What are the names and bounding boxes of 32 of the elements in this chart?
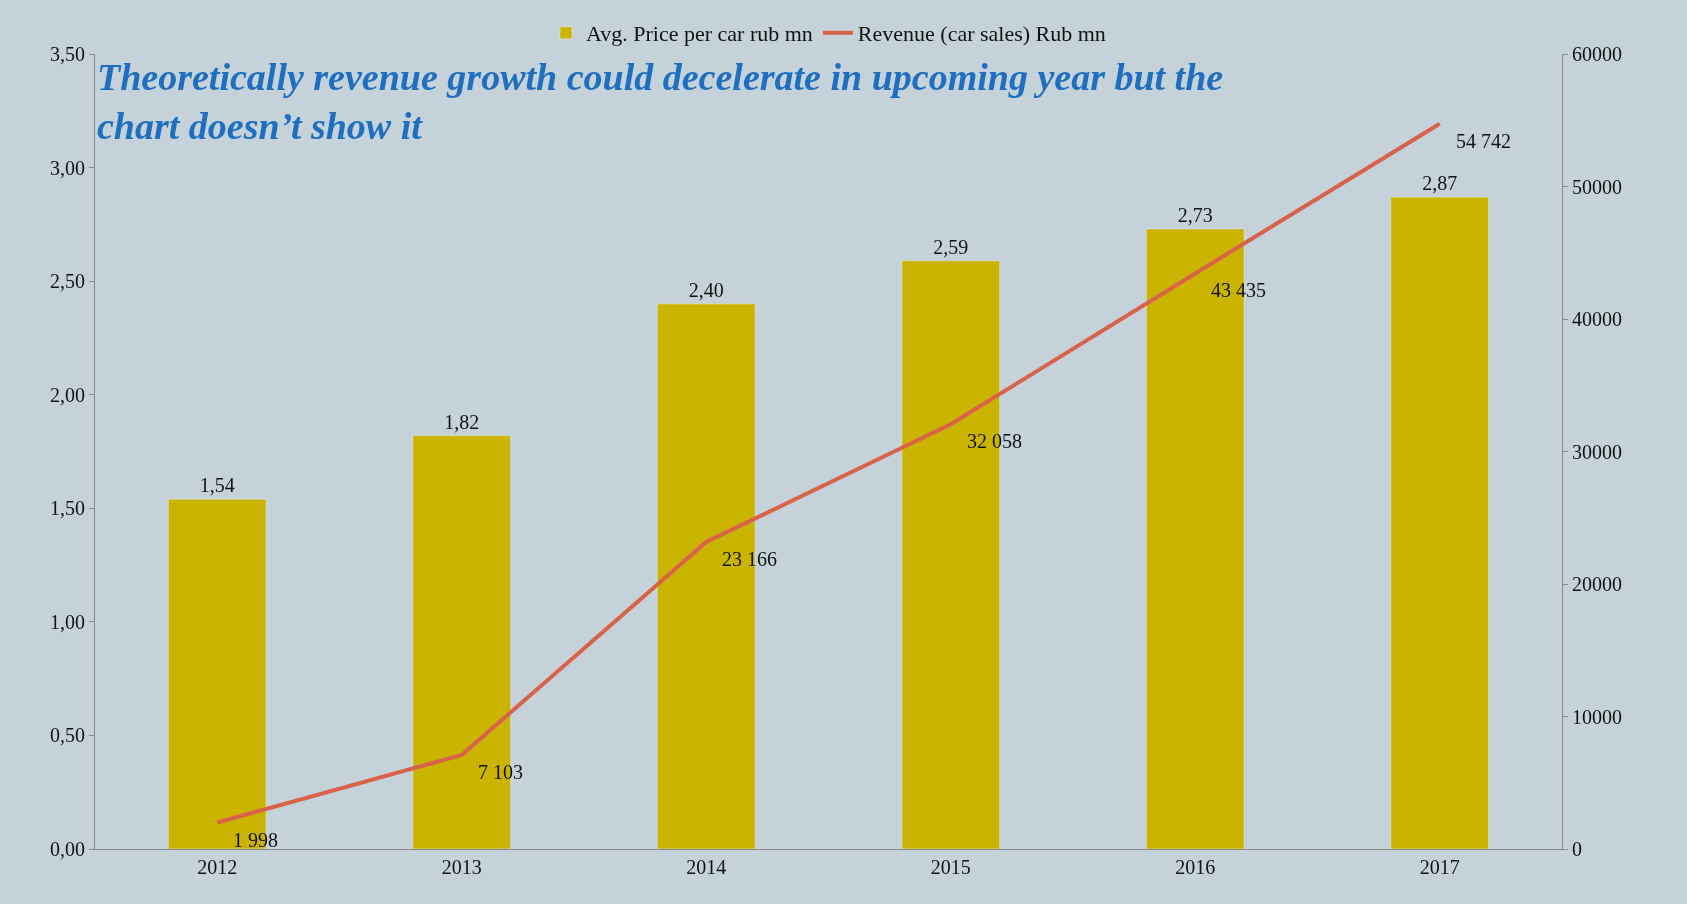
y2-tick-label: 60000 — [1572, 43, 1622, 65]
y-tick-label: 0,50 — [50, 724, 85, 747]
legend-label: Avg. Price per car rub mn — [586, 21, 813, 47]
y-tick-label: 3,00 — [50, 156, 85, 179]
y-tick-label: 3,50 — [50, 43, 85, 65]
x-tick-label: 2015 — [930, 856, 971, 878]
data-label: 54 742 — [1456, 130, 1511, 152]
legend-label: Revenue (car sales) Rub mn — [857, 21, 1106, 47]
data-label: 2,87 — [1422, 172, 1458, 195]
y2-tick-label: 40000 — [1572, 308, 1622, 330]
y2-tick-label: 0 — [1572, 838, 1582, 860]
data-label: 2,40 — [688, 278, 724, 301]
x-tick-label: 2017 — [1419, 856, 1460, 878]
y-tick-label: 0,00 — [50, 838, 85, 860]
data-label: 1,82 — [444, 410, 480, 433]
data-label: 1,54 — [199, 474, 235, 497]
y2-tick-label: 10000 — [1572, 705, 1622, 728]
y-tick-label: 2,50 — [50, 270, 85, 293]
x-tick-label: 2012 — [197, 856, 238, 878]
y-tick-label: 1,00 — [50, 610, 85, 633]
annotation: Theoretically revenue growth could decelerate in upcoming year but the chart doesn’t show it — [97, 56, 1224, 148]
data-label: 2,59 — [933, 235, 969, 258]
x-tick-label: 2016 — [1175, 856, 1216, 878]
y-tick-label: 2,00 — [50, 383, 85, 406]
y2-tick-label: 20000 — [1572, 573, 1622, 595]
bar — [1390, 196, 1489, 849]
x-tick-label: 2014 — [686, 856, 727, 878]
x-tick-label: 2013 — [441, 856, 482, 878]
y2-tick-label: 30000 — [1572, 440, 1622, 463]
data-label: 2,73 — [1177, 203, 1213, 226]
y2-tick-label: 50000 — [1572, 175, 1622, 198]
y-tick-label: 1,50 — [50, 497, 85, 520]
